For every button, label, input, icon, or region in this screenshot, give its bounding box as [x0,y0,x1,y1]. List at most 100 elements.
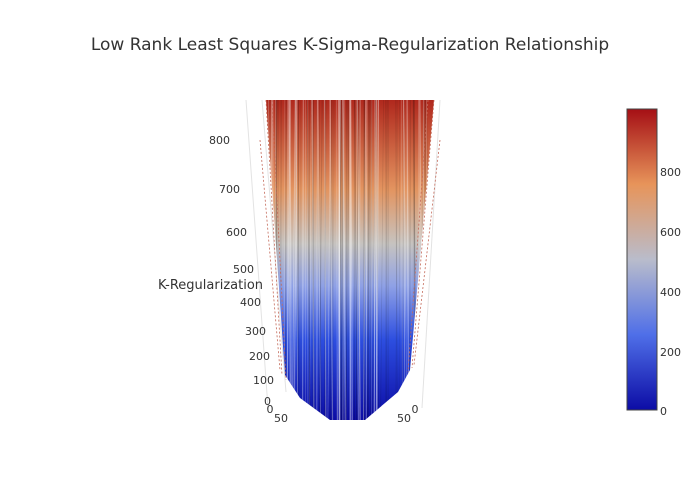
surface-stripe [338,100,341,420]
surface-stripe [395,100,398,420]
surface-body [266,100,434,420]
surface-stripe [353,100,356,420]
surface-stripe [375,100,380,420]
surface-stripe [324,100,327,420]
surface-stripe [337,100,341,420]
surface-edge [265,99,283,376]
surface-stripe [376,100,379,420]
surface-stripe [355,100,359,420]
surface-stripe [312,100,315,420]
surface-stripe [302,100,304,420]
surface-stripe [354,100,358,420]
surface-stripe [317,100,321,420]
surface-stripe [401,100,405,420]
surface-stripe [295,100,300,420]
surface-stripe [293,100,298,420]
surface-stripe [341,100,345,420]
surface-stripe [291,100,297,420]
surface-stripe [371,100,373,420]
surface-stripe [324,100,327,420]
surface-stripe [286,100,291,420]
z-tick-label: 200 [249,350,270,363]
surface-stripe [296,100,300,420]
z-axis-title: K-Regularization [158,278,263,293]
surface-stripe [356,100,359,420]
colorbar-tick-label: 200 [660,346,681,359]
surface-stripe [369,100,373,420]
x-tick-label: 0 [267,403,274,416]
surface-edge [407,99,429,373]
surface-stripe [306,100,310,420]
surface-stripe [367,100,369,420]
z-tick-label: 800 [209,134,230,147]
surface-stripe [345,100,348,420]
surface-stripe [345,100,347,420]
surface-stripe [363,100,366,420]
colorbar-tick-label: 400 [660,286,681,299]
surface-stripe [403,100,406,420]
surface-stripe [395,100,398,420]
surface-stripe [288,100,291,420]
surface-stripe [331,100,334,420]
surface-edge [411,99,435,369]
surface-stripe [401,100,403,420]
surface-stripe [341,100,345,420]
surface-stripe [338,100,340,420]
surface-stripe [342,100,347,420]
y-tick-label: 0 [412,403,419,416]
colorbar-tick-label: 800 [660,166,681,179]
surface-stripe [311,100,315,420]
x-tick-label: 50 [274,412,288,425]
surface-stripe [367,100,371,420]
surface-edge [271,99,287,381]
surface-stripe [418,100,421,420]
surface-stripe [385,100,387,420]
z-tick-label: 700 [219,183,240,196]
surface-stripe [358,100,361,420]
surface-stripe [385,100,388,420]
surface-stripe [306,100,311,420]
surface-stripe [332,100,335,420]
z-axis: 800 700 600 500 400 300 200 100 0 K-Regu… [158,134,274,408]
surface-stripe [348,100,352,420]
surface-plot [259,99,441,420]
surface-stripe [288,100,291,420]
surface-stripe [350,100,353,420]
surface-stripe [375,100,379,420]
surface-stripe [318,100,323,420]
surface-stripe [312,100,314,420]
surface-stripe [311,100,315,420]
surface-dashed-edges [259,99,441,381]
z-tick-label: 300 [245,325,266,338]
surface-stripe [318,100,322,420]
z-tick-label: 500 [233,263,254,276]
surface-stripe [342,100,345,420]
surface-stripe [297,100,300,420]
chart-title: Low Rank Least Squares K-Sigma-Regulariz… [91,35,609,55]
surface-stripe [338,100,341,420]
surface-stripe [288,100,291,420]
surface-stripe [329,100,334,420]
surface-stripe [341,100,345,420]
surface-stripe [329,100,333,420]
surface-stripe [365,100,368,420]
z-tick-label: 400 [240,296,261,309]
y-tick-label: 50 [397,412,411,425]
scene-box [245,99,441,409]
surface-stripe [372,100,376,420]
surface-stripe [380,100,384,420]
surface-stripe [366,100,370,420]
surface-stripe [289,100,292,420]
surface-stripe [409,100,411,420]
surface-stripe [363,100,366,420]
surface-stripe [327,100,331,420]
surface-stripe [372,100,377,420]
colorbar: 800 600 400 200 0 [626,108,681,418]
surface-stripe [373,100,376,420]
surface-stripe [356,100,361,420]
z-tick-label: 600 [226,226,247,239]
surface-stripe [316,100,318,420]
surface-stripe [355,100,360,420]
surface-stripe [339,100,343,420]
